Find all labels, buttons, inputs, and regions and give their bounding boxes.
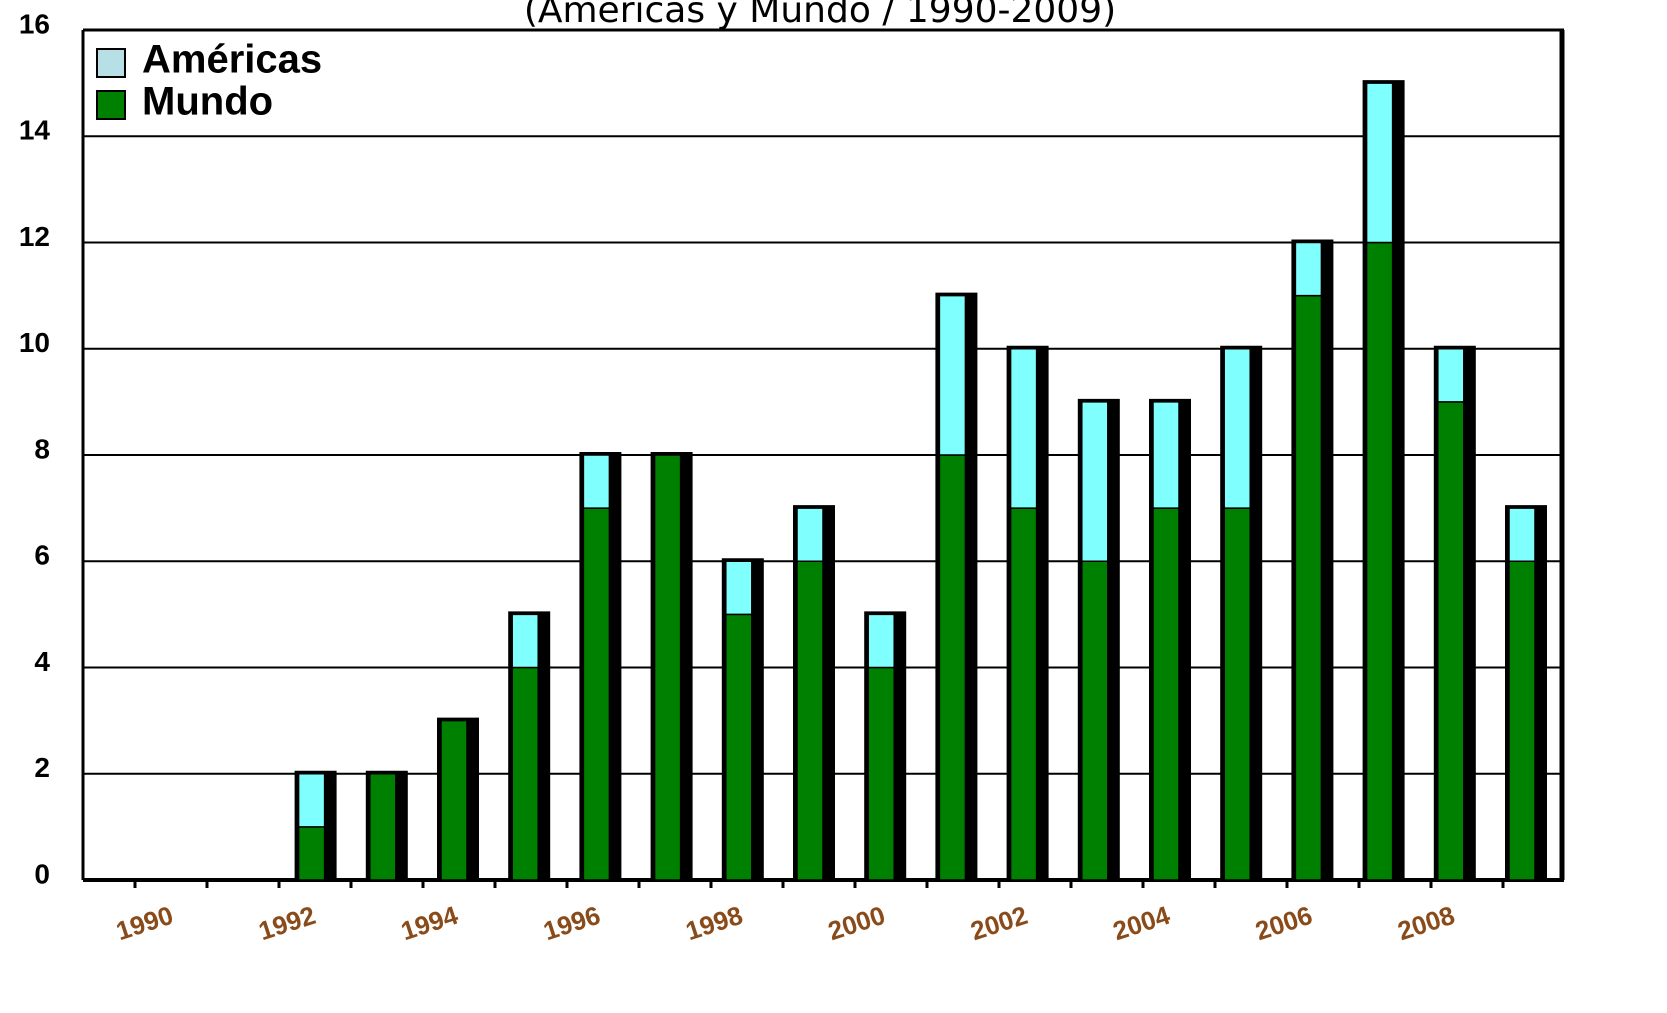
- bar-segment: [867, 666, 895, 881]
- y-tick-label: 12: [19, 221, 50, 252]
- bar-segment: [582, 454, 611, 509]
- bar-segment: [1294, 294, 1323, 881]
- bar-segment: [1508, 560, 1536, 881]
- y-tick-label: 4: [34, 646, 50, 677]
- bar-segment: [1437, 401, 1465, 881]
- bar-segment: [1437, 348, 1465, 403]
- y-tick-label: 0: [34, 858, 50, 889]
- bar-segment: [938, 294, 967, 456]
- x-tick-label: 2000: [824, 900, 888, 946]
- bar-segment: [582, 507, 611, 881]
- x-tick-label: 2008: [1394, 900, 1458, 946]
- bar-segment: [725, 560, 753, 616]
- bar-segment: [1081, 560, 1109, 881]
- x-tick-label: 1996: [540, 900, 604, 946]
- x-tick-label: 2006: [1252, 900, 1316, 946]
- x-tick-label: 2002: [967, 900, 1031, 946]
- bar-segment: [653, 454, 682, 881]
- bar-segment: [369, 773, 397, 881]
- legend-label: Mundo: [142, 80, 273, 124]
- x-tick-label: 1994: [397, 900, 462, 947]
- bar-segment: [511, 613, 539, 669]
- bar-segment: [1009, 507, 1038, 881]
- x-tick-label: 1992: [255, 900, 319, 946]
- legend-label: Américas: [142, 38, 322, 82]
- y-tick-label: 10: [19, 327, 50, 358]
- y-tick-label: 16: [19, 8, 50, 39]
- bar-segment: [440, 719, 468, 881]
- bar-segment: [867, 613, 895, 669]
- y-tick-label: 6: [34, 540, 50, 571]
- y-tick-label: 14: [19, 115, 51, 146]
- bar-segment: [1223, 348, 1251, 509]
- bar-segment: [796, 507, 824, 562]
- chart-title: (Américas y Mundo / 1990-2009): [524, 0, 1116, 31]
- bar-segment: [1223, 507, 1251, 881]
- x-tick-label: 2004: [1109, 900, 1174, 947]
- bar-segment: [1152, 507, 1180, 881]
- legend-swatch: [96, 48, 126, 78]
- bar-segment: [938, 454, 967, 881]
- bar-segment: [1009, 348, 1038, 509]
- bar-segment: [1294, 241, 1323, 297]
- bar-segment: [511, 666, 539, 881]
- bar-segment: [725, 613, 753, 881]
- bar-segment: [1152, 401, 1180, 509]
- bar-segment: [297, 773, 326, 828]
- legend-swatch: [96, 90, 126, 120]
- bar-segment: [1081, 401, 1109, 562]
- bar-segment: [1365, 82, 1394, 244]
- y-tick-label: 2: [34, 752, 50, 783]
- bar-segment: [796, 560, 824, 881]
- x-tick-label: 1990: [112, 900, 176, 946]
- bar-segment: [1508, 507, 1536, 562]
- bar-segment: [297, 826, 326, 881]
- y-tick-label: 8: [34, 433, 50, 464]
- bar-segment: [1365, 241, 1394, 881]
- x-tick-label: 1998: [682, 900, 746, 946]
